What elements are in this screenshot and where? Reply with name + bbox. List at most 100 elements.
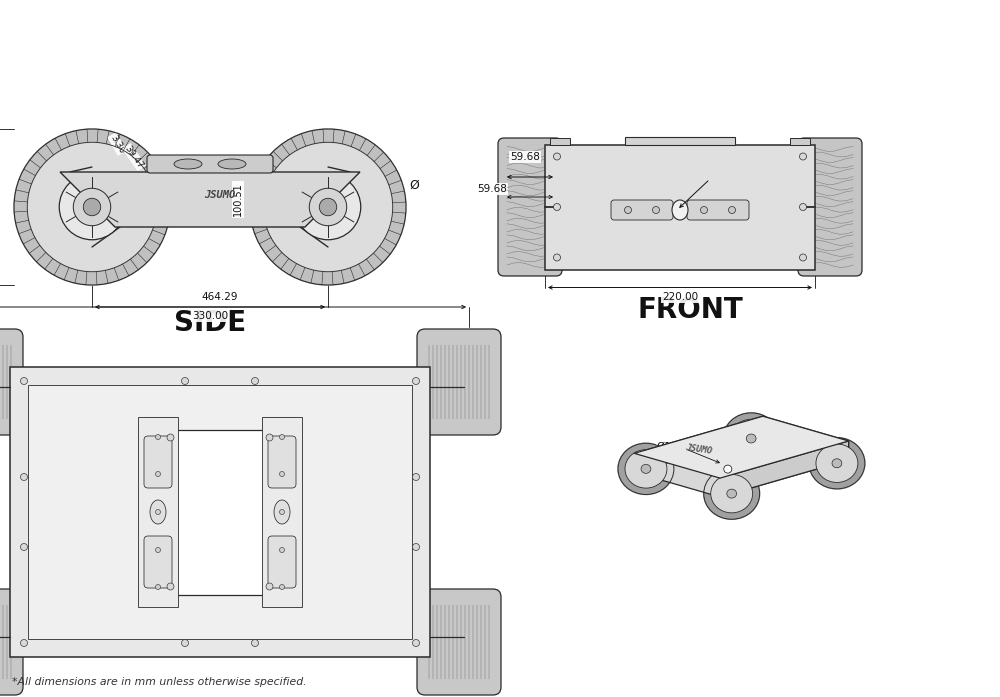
FancyBboxPatch shape	[28, 385, 412, 639]
Circle shape	[182, 640, 188, 647]
Circle shape	[309, 188, 347, 226]
Polygon shape	[723, 413, 779, 464]
Polygon shape	[278, 141, 293, 158]
FancyBboxPatch shape	[417, 589, 501, 695]
Polygon shape	[705, 499, 712, 505]
Polygon shape	[837, 483, 843, 489]
Polygon shape	[751, 458, 757, 464]
Circle shape	[652, 206, 660, 213]
Text: 59.68: 59.68	[510, 152, 540, 162]
FancyBboxPatch shape	[687, 200, 749, 220]
Polygon shape	[632, 487, 639, 493]
Polygon shape	[21, 234, 37, 248]
Circle shape	[73, 188, 111, 226]
FancyBboxPatch shape	[498, 138, 562, 276]
Polygon shape	[748, 476, 756, 484]
FancyBboxPatch shape	[144, 436, 172, 488]
Polygon shape	[42, 141, 57, 158]
FancyBboxPatch shape	[10, 367, 430, 657]
Polygon shape	[356, 137, 370, 153]
Polygon shape	[732, 416, 740, 424]
Polygon shape	[253, 174, 269, 188]
Polygon shape	[387, 176, 403, 189]
Polygon shape	[347, 132, 360, 148]
Polygon shape	[111, 132, 124, 148]
Ellipse shape	[832, 459, 842, 468]
Polygon shape	[22, 164, 38, 179]
FancyBboxPatch shape	[138, 417, 178, 607]
Polygon shape	[318, 129, 328, 143]
Polygon shape	[127, 256, 142, 273]
Ellipse shape	[150, 500, 166, 524]
Polygon shape	[338, 130, 350, 145]
Circle shape	[800, 254, 806, 261]
Polygon shape	[737, 512, 745, 519]
Circle shape	[800, 204, 806, 210]
Polygon shape	[634, 416, 849, 478]
Polygon shape	[753, 494, 760, 500]
Polygon shape	[71, 130, 83, 145]
Text: Ø16.50: Ø16.50	[657, 442, 695, 452]
Polygon shape	[658, 447, 666, 454]
Polygon shape	[329, 129, 339, 143]
Polygon shape	[14, 129, 170, 285]
Ellipse shape	[746, 434, 756, 443]
Polygon shape	[14, 196, 28, 206]
Text: SIDE: SIDE	[174, 309, 246, 337]
Text: 330.00: 330.00	[192, 311, 228, 321]
Ellipse shape	[625, 450, 667, 488]
Polygon shape	[738, 414, 746, 421]
Polygon shape	[813, 445, 822, 452]
Text: JSUMO: JSUMO	[204, 190, 236, 200]
Polygon shape	[824, 438, 831, 445]
Polygon shape	[154, 186, 169, 198]
Polygon shape	[843, 439, 851, 446]
Polygon shape	[390, 186, 405, 198]
Polygon shape	[82, 129, 92, 143]
FancyBboxPatch shape	[545, 144, 815, 270]
Polygon shape	[146, 235, 162, 249]
Polygon shape	[257, 234, 273, 248]
Polygon shape	[277, 256, 292, 272]
Circle shape	[266, 583, 273, 590]
Polygon shape	[286, 261, 300, 277]
Polygon shape	[61, 132, 74, 148]
Polygon shape	[712, 507, 720, 515]
Circle shape	[319, 198, 337, 216]
Circle shape	[156, 434, 160, 440]
Text: *All dimensions are in mm unless otherwise specified.: *All dimensions are in mm unless otherwi…	[12, 677, 307, 687]
Polygon shape	[15, 185, 30, 197]
FancyBboxPatch shape	[611, 200, 673, 220]
Polygon shape	[743, 472, 751, 480]
Polygon shape	[346, 266, 359, 282]
Polygon shape	[762, 453, 770, 461]
Polygon shape	[665, 475, 673, 482]
Polygon shape	[156, 208, 170, 218]
Polygon shape	[647, 443, 653, 450]
Circle shape	[280, 471, 285, 477]
Text: 3.30: 3.30	[108, 133, 126, 155]
Circle shape	[167, 583, 174, 590]
Polygon shape	[856, 452, 864, 458]
Polygon shape	[723, 438, 730, 444]
Polygon shape	[727, 448, 735, 456]
Polygon shape	[383, 166, 399, 180]
Polygon shape	[370, 250, 386, 266]
Polygon shape	[156, 197, 170, 207]
Polygon shape	[705, 481, 713, 488]
Polygon shape	[328, 271, 338, 285]
Polygon shape	[141, 243, 157, 258]
Polygon shape	[633, 444, 640, 451]
Polygon shape	[704, 468, 760, 519]
Polygon shape	[135, 148, 151, 164]
Polygon shape	[120, 137, 134, 153]
Polygon shape	[26, 242, 42, 257]
Circle shape	[182, 378, 188, 385]
Polygon shape	[377, 243, 393, 258]
Circle shape	[724, 465, 732, 473]
Polygon shape	[719, 469, 726, 476]
Polygon shape	[41, 256, 56, 272]
Polygon shape	[763, 416, 849, 460]
Polygon shape	[634, 416, 763, 473]
Polygon shape	[831, 438, 837, 444]
